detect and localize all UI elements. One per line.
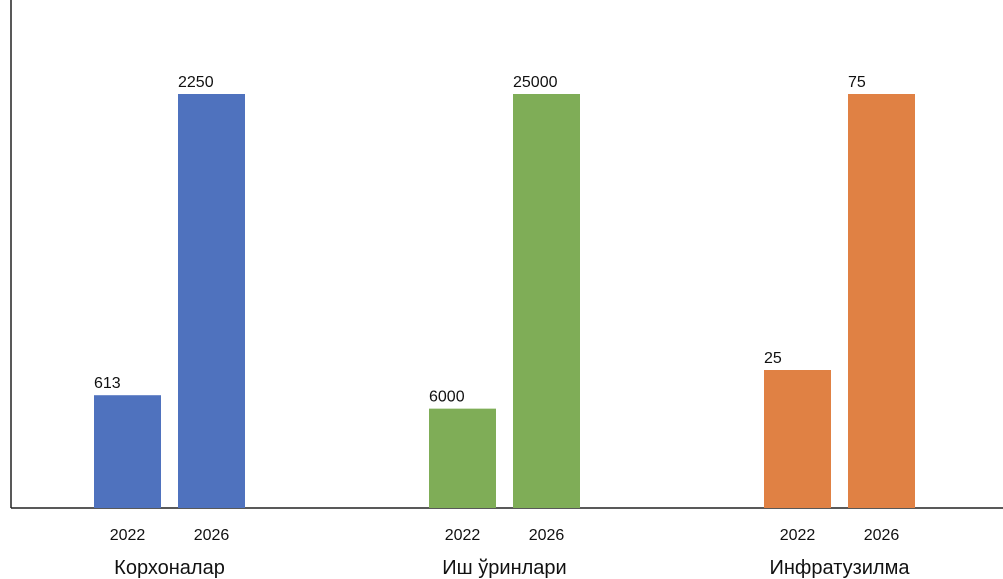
bar-g1-b0 [429,408,496,508]
group-label-1: Иш ўринлари [442,557,566,579]
bars-layer: 613 2022 2250 2026 Корхоналар 6000 2022 25000 20… [94,74,915,579]
tick-label-g1-b1: 2026 [529,527,565,544]
group-label-0: Корхоналар [114,557,225,579]
data-label-g2-b1: 75 [848,74,866,91]
tick-label-g1-b0: 2022 [445,527,481,544]
data-label-g1-b0: 6000 [429,389,465,406]
data-label-g0-b1: 2250 [178,74,214,91]
bar-g2-b0 [764,370,831,508]
tick-label-g2-b1: 2026 [864,527,900,544]
tick-label-g0-b0: 2022 [110,527,146,544]
bar-g0-b1 [178,94,245,508]
data-label-g2-b0: 25 [764,350,782,367]
data-label-g1-b1: 25000 [513,74,558,91]
group-label-2: Инфратузилма [770,557,911,579]
bar-g0-b0 [94,395,161,508]
tick-label-g2-b0: 2022 [780,527,816,544]
bar-g2-b1 [848,94,915,508]
bar-g1-b1 [513,94,580,508]
tick-label-g0-b1: 2026 [194,527,230,544]
data-label-g0-b0: 613 [94,375,121,392]
